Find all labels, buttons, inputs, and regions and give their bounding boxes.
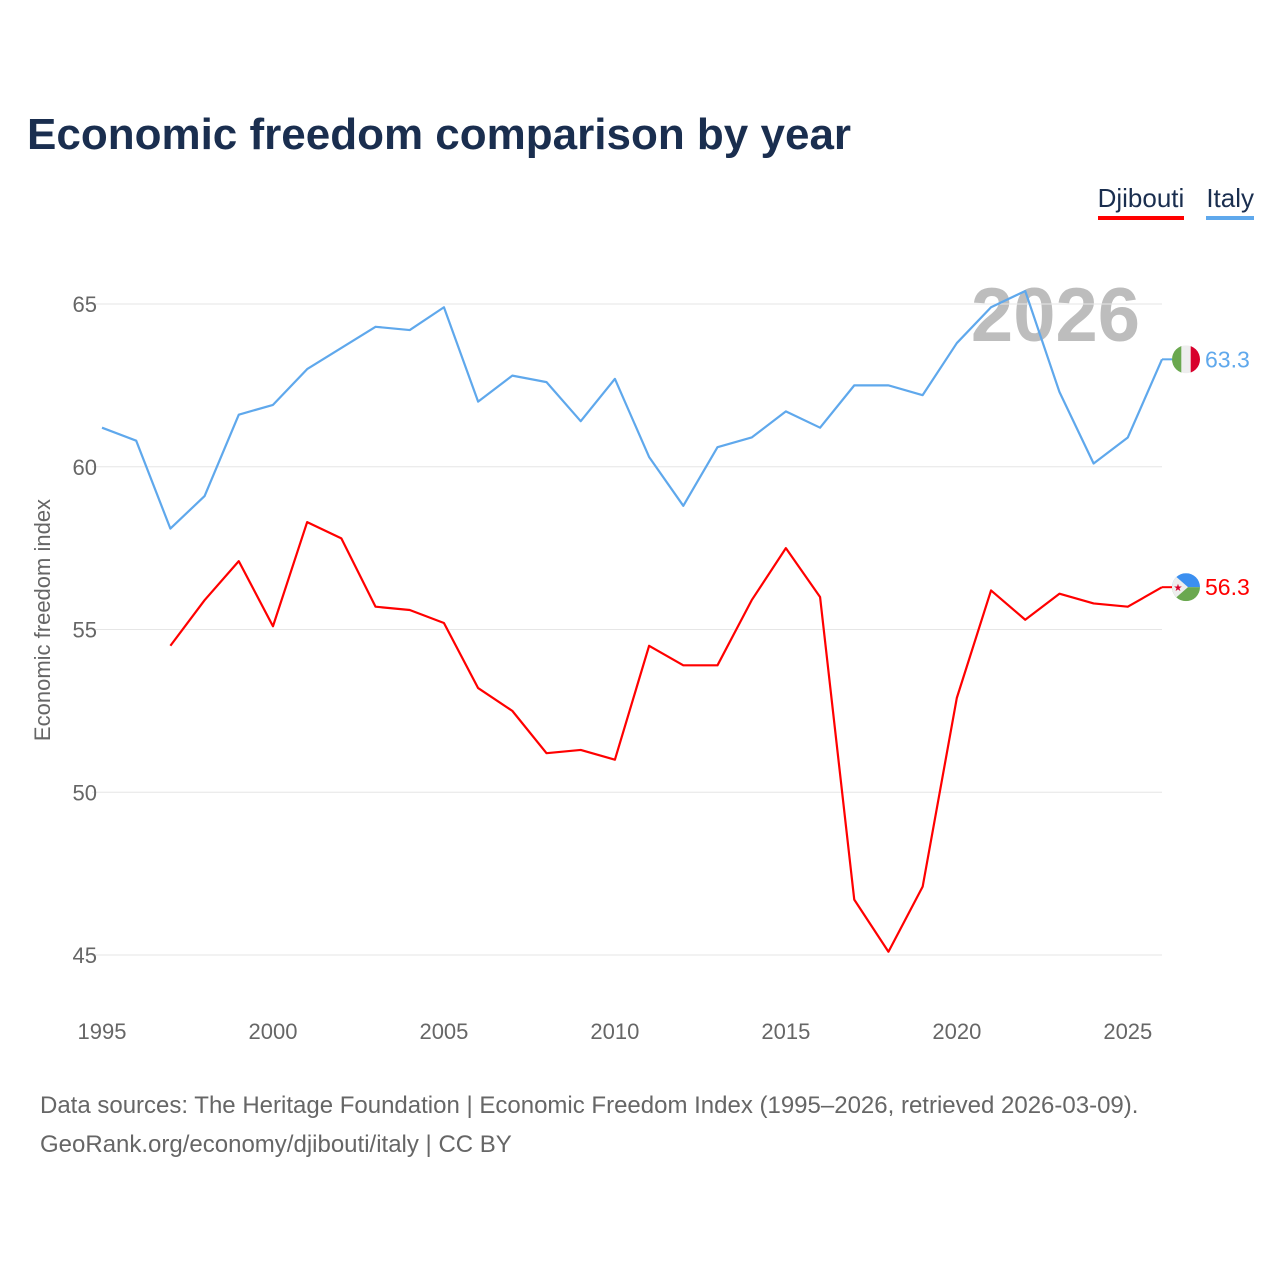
data-point-italy [202,493,208,499]
y-tick-label: 50 [73,780,97,805]
data-point-italy [441,304,447,310]
data-point-italy [338,345,344,351]
data-point-djibouti [920,884,926,890]
data-point-italy [270,402,276,408]
data-point-italy [99,425,105,431]
data-point-italy [475,399,481,405]
x-tick-label: 2020 [932,1019,981,1044]
data-point-italy [407,327,413,333]
data-point-djibouti [612,757,618,763]
line-chart: 2026 45 50 55 60 65 1995 2000 2005 2010 2015 2020 2… [30,273,1250,1044]
data-point-djibouti [1056,591,1062,597]
y-tick-label: 45 [73,943,97,968]
data-point-djibouti [407,607,413,613]
data-point-djibouti [885,949,891,955]
data-point-djibouti [202,597,208,603]
data-point-djibouti [988,587,994,593]
year-watermark: 2026 [971,273,1140,358]
data-point-italy [373,324,379,330]
attribution-link[interactable]: GeoRank.org/economy/djibouti/italy | CC … [40,1131,512,1158]
data-point-italy [988,304,994,310]
data-point-djibouti [1125,604,1131,610]
data-point-djibouti [817,594,823,600]
data-point-italy [304,366,310,372]
data-point-italy [612,376,618,382]
y-axis-label: Economic freedom index [30,499,55,741]
data-point-djibouti [270,623,276,629]
legend-item-italy[interactable]: Italy [1206,183,1254,220]
end-value-label-italy: 63.3 [1205,346,1250,372]
series-line-djibouti [169,520,1163,953]
data-point-italy [133,438,139,444]
data-point-djibouti [167,643,173,649]
data-point-djibouti [851,897,857,903]
data-point-italy [1091,460,1097,466]
data-point-djibouti [783,545,789,551]
djibouti-flag-icon: ★ [1172,573,1200,602]
x-tick-label: 2025 [1103,1019,1152,1044]
data-point-italy [920,392,926,398]
data-point-italy [1125,434,1131,440]
data-point-djibouti [544,750,550,756]
data-point-italy [851,382,857,388]
data-point-djibouti [1091,600,1097,606]
data-point-italy [578,418,584,424]
data-point-italy [817,425,823,431]
svg-text:★: ★ [1174,583,1183,594]
data-point-italy [544,379,550,385]
footer: Data sources: The Heritage Foundation | … [40,1086,1138,1164]
data-point-italy [680,503,686,509]
y-tick-label: 65 [73,292,97,317]
y-tick-label: 60 [73,455,97,480]
series-line-italy [101,289,1164,530]
data-point-djibouti [441,620,447,626]
data-point-djibouti [236,558,242,564]
data-point-italy [954,340,960,346]
data-point-italy [646,454,652,460]
data-source-text: Data sources: The Heritage Foundation | … [40,1092,1139,1119]
x-tick-label: 2005 [419,1019,468,1044]
x-tick-label: 2000 [248,1019,297,1044]
legend: Djibouti Italy [1097,183,1254,220]
data-point-djibouti [304,519,310,525]
data-point-italy [1022,288,1028,294]
x-tick-label: 2010 [590,1019,639,1044]
x-tick-label: 2015 [761,1019,810,1044]
data-point-italy [236,412,242,418]
data-point-italy [714,444,720,450]
data-point-italy [167,526,173,532]
italy-flag-icon [1172,345,1200,374]
data-point-djibouti [338,535,344,541]
data-point-italy [749,434,755,440]
data-point-djibouti [954,695,960,701]
data-point-djibouti [680,662,686,668]
data-point-djibouti [1022,617,1028,623]
data-point-djibouti [749,597,755,603]
y-tick-label: 55 [73,618,97,643]
chart-title: Economic freedom comparison by year [27,110,852,159]
data-point-italy [509,373,515,379]
data-point-djibouti [373,604,379,610]
data-point-italy [885,382,891,388]
data-point-djibouti [714,662,720,668]
data-point-italy [783,408,789,414]
x-tick-label: 1995 [78,1019,127,1044]
legend-item-djibouti[interactable]: Djibouti [1097,183,1185,220]
data-point-djibouti [475,685,481,691]
data-point-djibouti [509,708,515,714]
data-point-italy [1056,389,1062,395]
end-value-label-djibouti: 56.3 [1205,574,1250,600]
data-point-djibouti [646,643,652,649]
data-point-djibouti [578,747,584,753]
